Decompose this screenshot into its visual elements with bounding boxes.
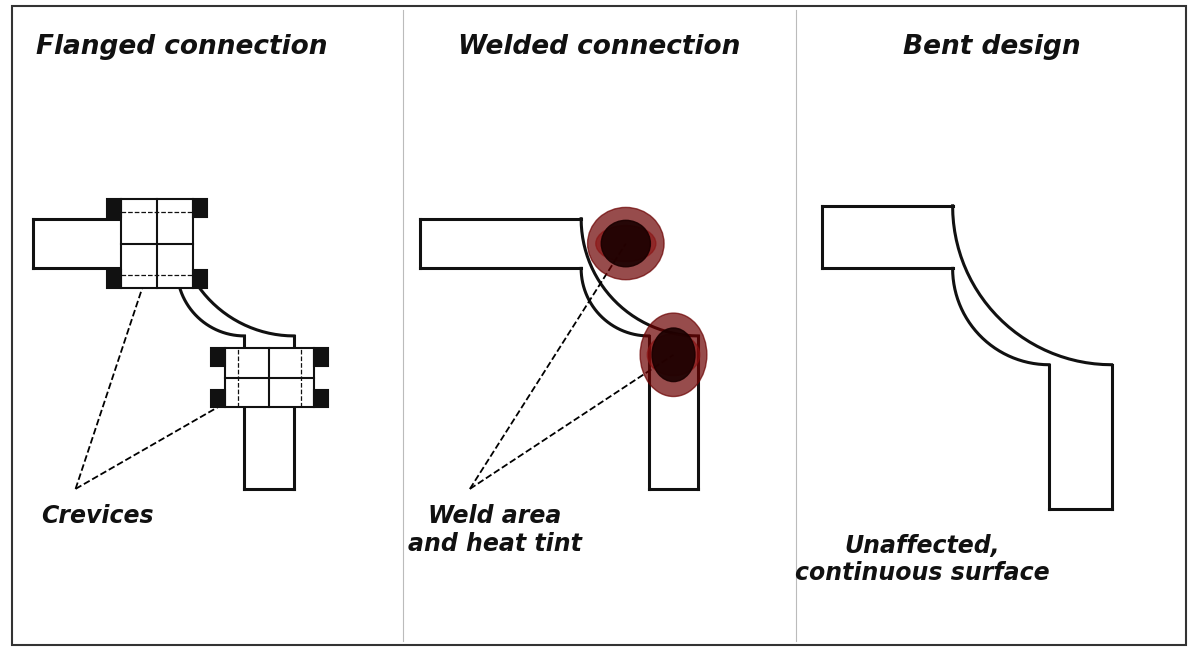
Bar <box>314 348 328 366</box>
Bar <box>225 348 314 408</box>
Ellipse shape <box>596 225 656 262</box>
Bar <box>107 270 121 288</box>
Ellipse shape <box>647 334 700 376</box>
Bar <box>193 199 207 217</box>
Text: Unaffected,
continuous surface: Unaffected, continuous surface <box>795 534 1050 585</box>
Bar <box>211 389 225 408</box>
Ellipse shape <box>652 328 695 381</box>
Text: Crevices: Crevices <box>42 504 154 528</box>
Text: Bent design: Bent design <box>902 34 1081 60</box>
Polygon shape <box>420 219 699 489</box>
Text: Welded connection: Welded connection <box>458 34 740 60</box>
Text: Flanged connection: Flanged connection <box>36 34 327 60</box>
Bar <box>211 348 225 366</box>
Polygon shape <box>33 219 294 489</box>
Text: Weld area
and heat tint: Weld area and heat tint <box>408 504 582 555</box>
Ellipse shape <box>640 313 707 396</box>
Bar <box>121 199 193 288</box>
Bar <box>107 199 121 217</box>
Bar <box>193 270 207 288</box>
Ellipse shape <box>588 208 664 280</box>
Ellipse shape <box>601 220 651 267</box>
FancyBboxPatch shape <box>12 6 1186 645</box>
Polygon shape <box>822 206 1111 508</box>
Bar <box>314 389 328 408</box>
